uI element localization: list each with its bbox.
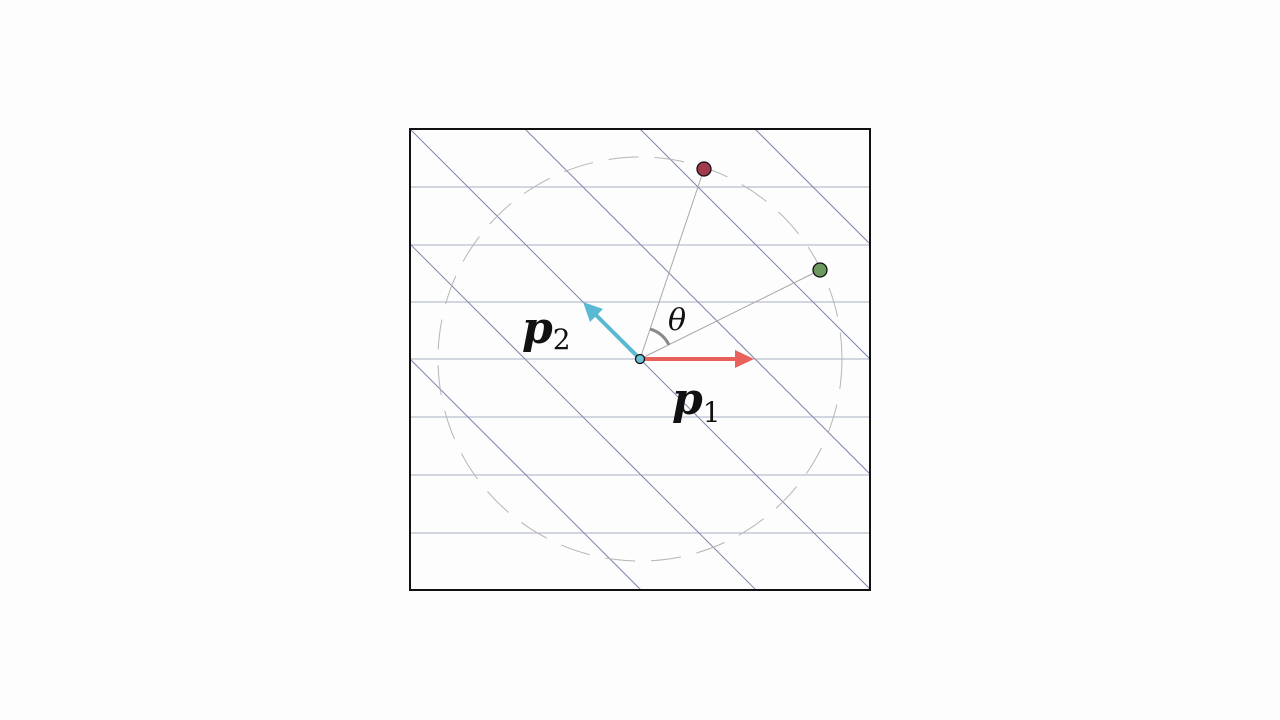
diagram-frame bbox=[409, 128, 871, 591]
guide-line-green-point bbox=[639, 269, 821, 360]
label-p1-symbol: p bbox=[672, 374, 703, 425]
lattice-diagonal-line bbox=[985, 129, 1280, 590]
label-theta: θ bbox=[668, 303, 686, 338]
label-p2-subscript: 2 bbox=[553, 323, 571, 356]
guide-line-red-point bbox=[639, 168, 705, 360]
label-p1: p1 bbox=[672, 374, 721, 429]
lattice-diagonal-line bbox=[869, 129, 870, 130]
vector-p2-arrowhead bbox=[583, 302, 603, 322]
lattice-diagonal-line bbox=[524, 129, 870, 475]
vector-p1-arrowhead bbox=[735, 350, 754, 368]
vector-p2-shaft bbox=[594, 313, 642, 361]
vector-p2 bbox=[583, 302, 642, 361]
label-p2-symbol: p bbox=[522, 303, 553, 354]
origin-point-icon bbox=[634, 353, 646, 365]
label-p2: p2 bbox=[522, 303, 571, 356]
lattice-diagonal-line bbox=[410, 243, 757, 590]
lattice-diagonal-line bbox=[639, 129, 870, 360]
angle-theta-arc bbox=[649, 327, 671, 346]
lattice-diagonal-line bbox=[754, 129, 870, 245]
dashed-circle bbox=[437, 156, 843, 562]
label-p1-subscript: 1 bbox=[703, 396, 721, 429]
vector-p1 bbox=[640, 350, 754, 368]
green-point-icon bbox=[812, 262, 828, 278]
red-point-icon bbox=[696, 161, 712, 177]
